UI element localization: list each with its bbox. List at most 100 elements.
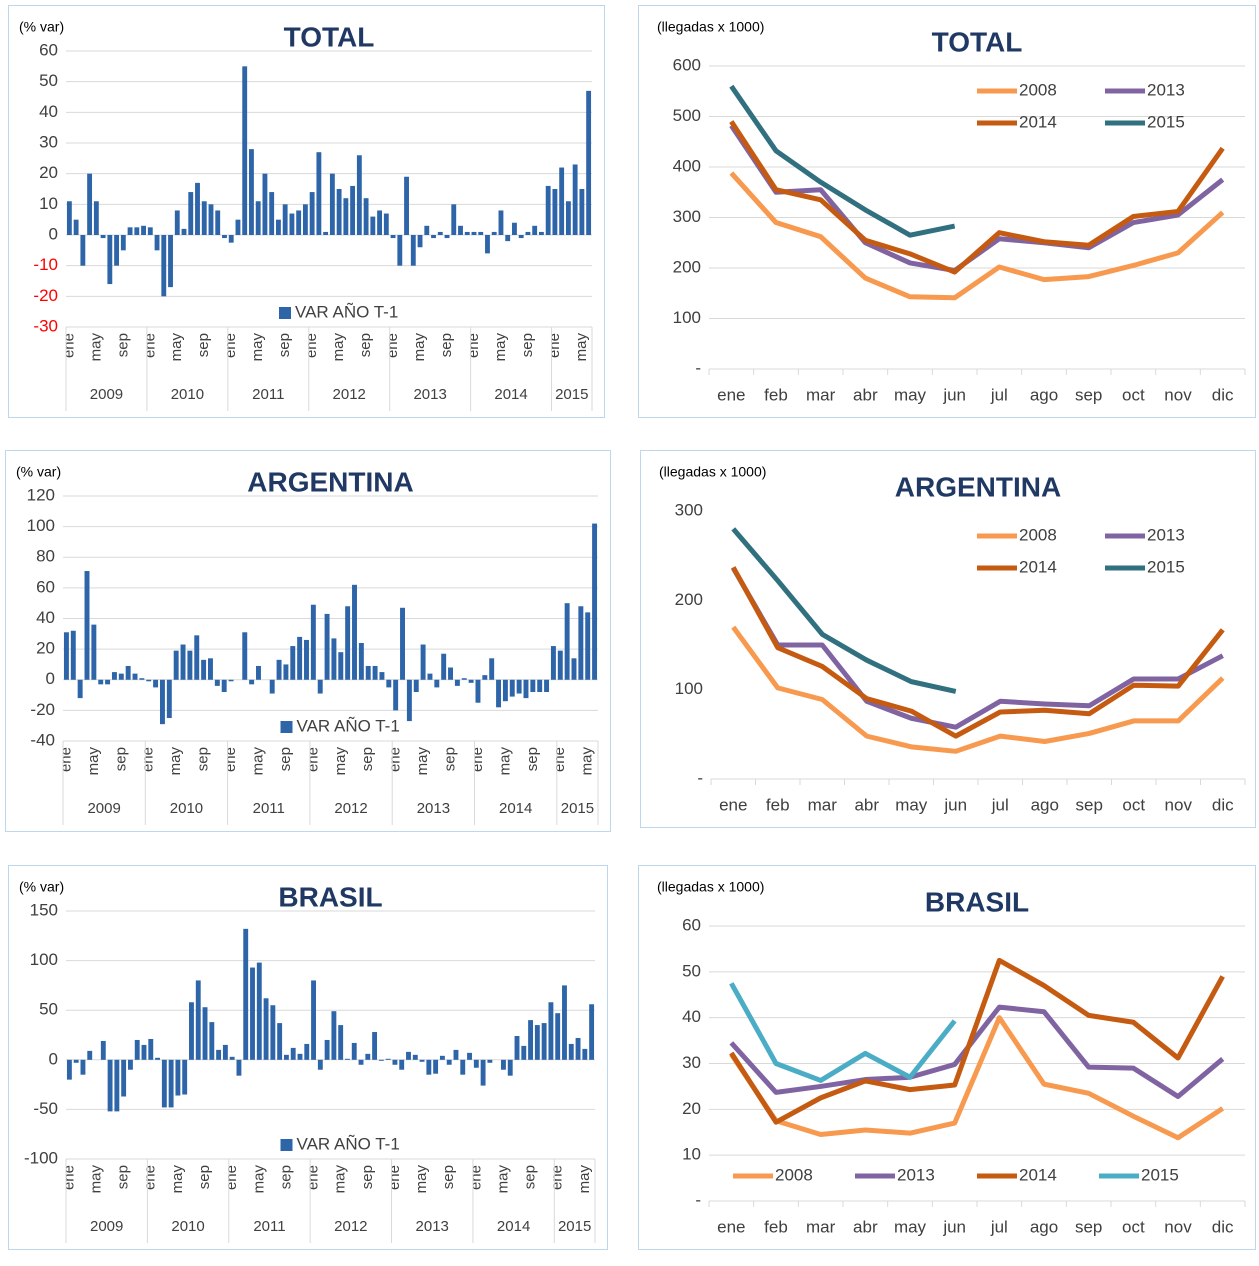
legend-label: VAR AÑO T-1 [297, 716, 400, 735]
x-tick-label: sep [112, 747, 129, 771]
bar [100, 235, 106, 239]
line-series [729, 1015, 1225, 1141]
bar [448, 667, 454, 680]
y-tick-label: - [695, 1190, 701, 1209]
line-series [731, 566, 1224, 730]
bar [309, 192, 315, 235]
x-tick-label: sep [1075, 385, 1102, 404]
x-tick-label: may [492, 333, 509, 362]
bar [525, 231, 531, 235]
bar [263, 998, 269, 1060]
bar [393, 679, 399, 711]
y-tick-label: 100 [675, 679, 703, 698]
legend-label: 2013 [1147, 80, 1185, 99]
bar [255, 201, 261, 235]
bar [283, 664, 289, 680]
bar [153, 679, 159, 688]
x-tick-label: ene [467, 1165, 484, 1190]
x-tick-label: may [332, 747, 349, 776]
legend-label: 2015 [1141, 1165, 1179, 1184]
bar [236, 1059, 242, 1076]
x-tick-label: may [414, 747, 431, 776]
bar [216, 1049, 222, 1060]
x-tick-label: ene [546, 333, 563, 358]
bar [161, 235, 167, 297]
chart-title: TOTAL [284, 21, 375, 52]
x-tick-label: sep [277, 747, 294, 771]
x-tick-label: ene [717, 385, 745, 404]
x-tick-label: ene [384, 333, 401, 358]
line-series [731, 527, 957, 694]
x-tick-label: ene [549, 1165, 566, 1190]
y-tick-label: 30 [682, 1053, 701, 1072]
bar [592, 523, 598, 680]
bar [290, 646, 296, 680]
x-tick-label: ene [717, 1217, 745, 1236]
bar [311, 980, 316, 1060]
x-tick-label: jul [990, 385, 1008, 404]
bar [161, 1059, 167, 1108]
bar [310, 604, 316, 680]
chart-panel: TOTAL (llegadas x 1000) - 100 200 300 400 500 60… [638, 5, 1256, 418]
y-axis-label: (llegadas x 1000) [657, 879, 764, 895]
x-tick-label: feb [764, 385, 788, 404]
x-tick-label: sep [359, 1165, 376, 1189]
bar [345, 1058, 350, 1060]
chart-panel: TOTAL (% var) -30 -20 -10 0 10 20 30 40 50 60 ene may… [8, 5, 605, 418]
bar [242, 66, 248, 235]
bar [182, 1059, 188, 1095]
bar [400, 607, 405, 680]
chart: ARGENTINA (% var) -40 -20 0 20 40 60 80 100 120 ene… [16, 464, 599, 825]
bar [489, 658, 495, 680]
x-tick-label: feb [764, 1217, 788, 1236]
y-tick-label: 20 [682, 1099, 701, 1118]
bar [385, 1058, 391, 1060]
bar [120, 235, 126, 251]
x-tick-label: sep [524, 747, 541, 771]
bar [317, 679, 323, 694]
x-tick-label: may [579, 747, 596, 776]
bar [437, 231, 443, 235]
bar [87, 1050, 93, 1060]
bar [316, 152, 322, 235]
x-tick-label: jun [942, 1217, 966, 1236]
bar [496, 679, 502, 708]
bar [221, 679, 227, 692]
y-tick-label: 100 [27, 516, 55, 535]
x-tick-label: ene [141, 333, 158, 358]
bar [201, 201, 207, 235]
bar [139, 678, 145, 680]
bar [582, 1048, 588, 1060]
chart-panel: ARGENTINA (llegadas x 1000) - 100 200 300 ene f… [640, 450, 1256, 828]
bar [478, 231, 484, 235]
bar [304, 1043, 310, 1060]
group-label: 2010 [170, 800, 203, 817]
bar [214, 679, 220, 686]
bar [228, 679, 234, 682]
bar [356, 155, 362, 235]
bar [283, 1054, 289, 1060]
x-tick-label: sep [442, 747, 459, 771]
line-series [729, 120, 1225, 275]
bar [114, 235, 120, 266]
y-tick-label: 20 [36, 639, 55, 658]
bar [228, 235, 234, 243]
y-tick-label: -100 [24, 1148, 58, 1167]
legend-label: VAR AÑO T-1 [295, 302, 398, 321]
group-label: 2013 [416, 1218, 449, 1235]
bar [585, 612, 591, 680]
bar [118, 673, 124, 680]
x-tick-label: jul [990, 1217, 1008, 1236]
bar [532, 225, 538, 235]
bar [229, 1056, 235, 1060]
bar [127, 1059, 133, 1070]
bar [351, 1042, 357, 1060]
legend-label: 2014 [1019, 557, 1057, 576]
x-tick-label: may [576, 1165, 593, 1194]
x-tick-label: nov [1164, 385, 1192, 404]
x-tick-label: ene [223, 1165, 240, 1190]
bar [175, 1059, 181, 1096]
x-tick-label: abr [853, 1217, 878, 1236]
bar [365, 665, 371, 680]
